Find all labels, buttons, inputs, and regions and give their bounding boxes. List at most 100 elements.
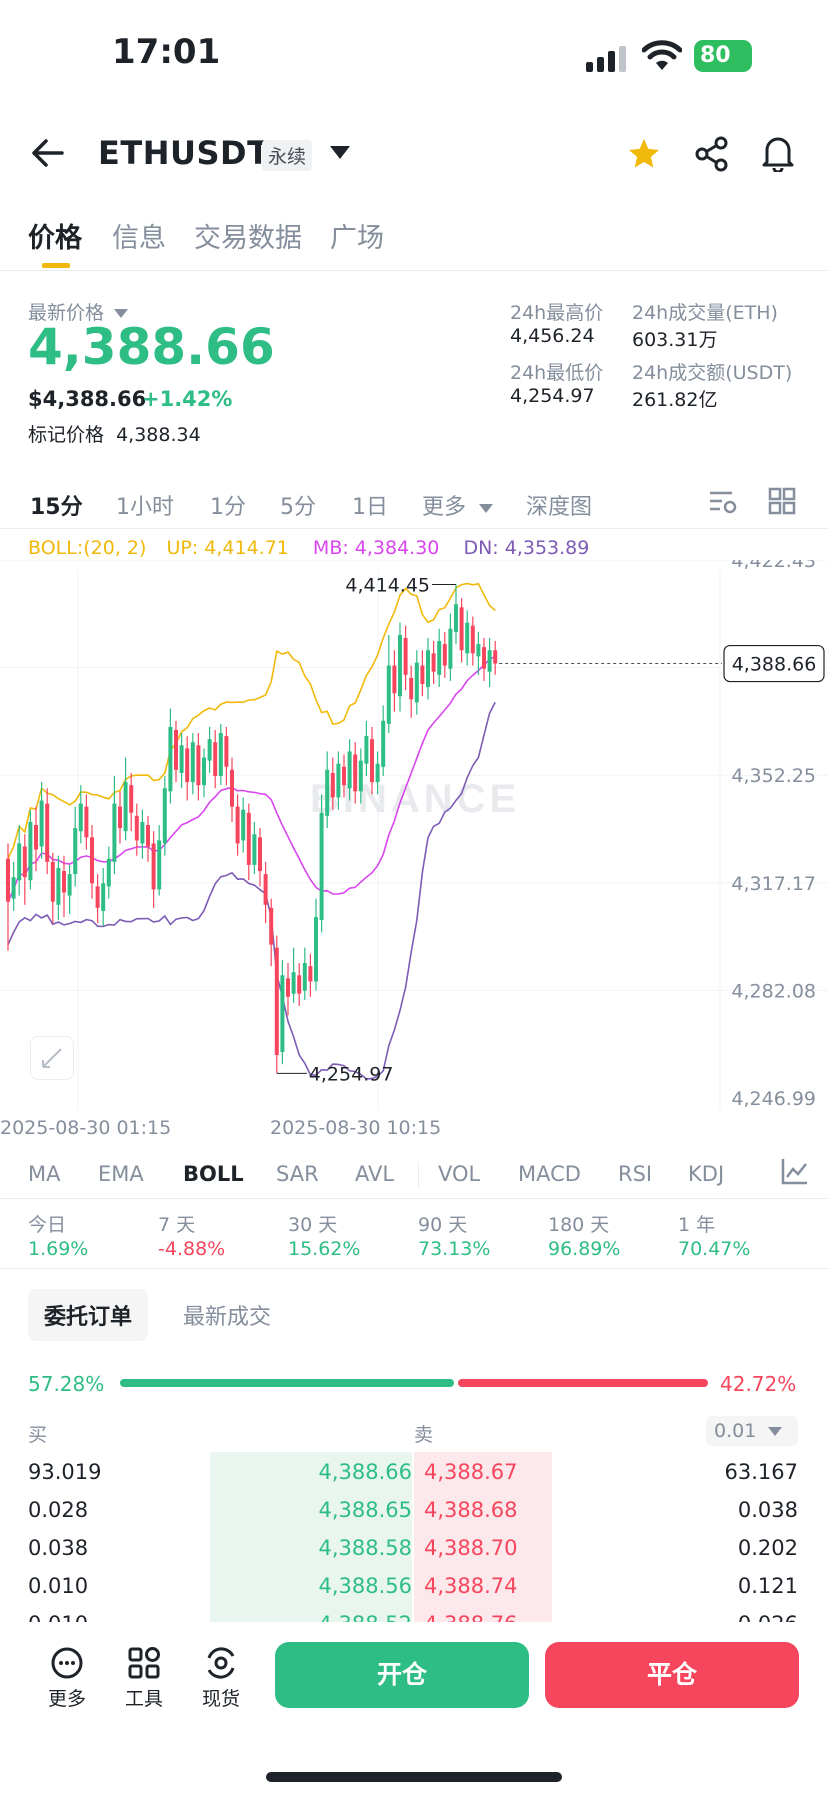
amount-value: 261.82亿 bbox=[632, 389, 718, 411]
candle-down bbox=[470, 625, 475, 654]
home-indicator bbox=[266, 1772, 562, 1782]
indicator-divider bbox=[0, 1198, 828, 1199]
more-icon[interactable] bbox=[50, 1646, 84, 1684]
candle-down bbox=[330, 772, 335, 798]
candle-up bbox=[465, 622, 470, 654]
ask-column-label: 卖 bbox=[414, 1424, 434, 1446]
timeframe-1h[interactable]: 1小时 bbox=[116, 495, 174, 520]
indicator-macd[interactable]: MACD bbox=[518, 1162, 581, 1186]
candle-down bbox=[50, 861, 55, 902]
tab-latest-trades[interactable]: 最新成交 bbox=[183, 1305, 272, 1330]
candle-up bbox=[190, 742, 195, 783]
ask-qty: 0.038 bbox=[737, 1498, 798, 1522]
ask-price[interactable]: 4,388.76 bbox=[424, 1612, 518, 1622]
low-label: 24h最低价 bbox=[510, 362, 604, 384]
depth-chart-tab[interactable]: 深度图 bbox=[526, 495, 593, 520]
timeframe-5m[interactable]: 5分 bbox=[280, 495, 316, 520]
indicator-ema[interactable]: EMA bbox=[98, 1162, 144, 1186]
candle-down bbox=[90, 837, 94, 884]
candle-up bbox=[487, 650, 492, 672]
tab-square[interactable]: 广场 bbox=[330, 223, 384, 254]
expand-chart-icon[interactable] bbox=[30, 1036, 74, 1080]
candle-down bbox=[230, 769, 234, 807]
candlestick-chart[interactable]: BINANCE 4,388.66 4,414.45 4,254.97 4,422.4… bbox=[0, 560, 828, 1140]
open-position-button[interactable]: 开仓 bbox=[275, 1642, 529, 1708]
candle-up bbox=[375, 763, 380, 783]
tab-order-book[interactable]: 委托订单 bbox=[28, 1289, 149, 1341]
sell-ratio-bar bbox=[458, 1379, 708, 1387]
indicator-kdj[interactable]: KDJ bbox=[688, 1162, 725, 1186]
spot-icon[interactable] bbox=[204, 1646, 238, 1684]
symbol-dropdown-icon[interactable] bbox=[330, 145, 350, 164]
indicator-boll[interactable]: BOLL bbox=[183, 1162, 244, 1186]
indicator-vol[interactable]: VOL bbox=[438, 1162, 481, 1186]
candle-down bbox=[342, 766, 346, 786]
more-label[interactable]: 更多 bbox=[47, 1688, 86, 1710]
ask-price[interactable]: 4,388.67 bbox=[424, 1460, 518, 1484]
y-tick-label: 4,317.17 bbox=[731, 873, 816, 895]
candle-down bbox=[235, 806, 240, 844]
candle-down bbox=[174, 729, 178, 770]
amount-label: 24h成交额(USDT) bbox=[632, 362, 793, 384]
candle-up bbox=[476, 644, 481, 657]
boll-middle-line bbox=[7, 655, 496, 903]
candle-up bbox=[280, 975, 285, 1052]
latest-price-label[interactable]: 最新价格 bbox=[28, 298, 129, 325]
bid-qty: 0.010 bbox=[28, 1574, 89, 1598]
perf-label-7d: 7 天 bbox=[158, 1214, 196, 1236]
share-icon[interactable] bbox=[694, 136, 730, 176]
indicator-rsi[interactable]: RSI bbox=[618, 1162, 653, 1186]
volume-value: 603.31万 bbox=[632, 329, 718, 351]
chart-watermark: BINANCE bbox=[310, 777, 520, 821]
candle-up bbox=[336, 763, 341, 798]
candle-down bbox=[62, 871, 66, 893]
indicator-ma[interactable]: MA bbox=[28, 1162, 61, 1186]
boll-lower-line bbox=[7, 701, 496, 1080]
x-tick-label: 2025-08-30 10:15 bbox=[270, 1117, 441, 1139]
bid-price[interactable]: 4,388.66 bbox=[318, 1460, 412, 1484]
candle-down bbox=[146, 825, 150, 847]
candle-down bbox=[420, 665, 425, 684]
star-icon[interactable] bbox=[626, 136, 662, 176]
back-icon[interactable] bbox=[30, 138, 64, 172]
chart-settings-icon[interactable] bbox=[708, 488, 738, 520]
close-position-button[interactable]: 平仓 bbox=[545, 1642, 799, 1708]
timeframe-1m[interactable]: 1分 bbox=[210, 495, 246, 520]
indicator-sar[interactable]: SAR bbox=[276, 1162, 319, 1186]
candle-up bbox=[106, 858, 111, 887]
mark-price-value: 4,388.34 bbox=[116, 424, 201, 446]
tab-trading-data[interactable]: 交易数据 bbox=[194, 223, 302, 254]
bid-qty: 0.038 bbox=[28, 1536, 89, 1560]
bid-price[interactable]: 4,388.52 bbox=[318, 1612, 412, 1622]
tab-info[interactable]: 信息 bbox=[112, 223, 166, 254]
last-price: 4,388.66 bbox=[28, 318, 275, 376]
candle-up bbox=[179, 745, 184, 773]
symbol-title[interactable]: ETHUSDT bbox=[98, 134, 270, 172]
bid-price[interactable]: 4,388.58 bbox=[318, 1536, 412, 1560]
bid-price[interactable]: 4,388.56 bbox=[318, 1574, 412, 1598]
indicator-settings-icon[interactable] bbox=[780, 1156, 810, 1190]
grid-layout-icon[interactable] bbox=[768, 487, 796, 519]
ask-price[interactable]: 4,388.74 bbox=[424, 1574, 518, 1598]
bell-icon[interactable] bbox=[760, 134, 796, 176]
candle-up bbox=[358, 760, 363, 792]
candle-up bbox=[140, 821, 145, 844]
indicator-avl[interactable]: AVL bbox=[355, 1162, 395, 1186]
tab-price[interactable]: 价格 bbox=[28, 223, 82, 254]
bid-price[interactable]: 4,388.65 bbox=[318, 1498, 412, 1522]
spot-label[interactable]: 现货 bbox=[201, 1688, 240, 1710]
tools-label[interactable]: 工具 bbox=[124, 1688, 163, 1710]
precision-select[interactable]: 0.01 bbox=[706, 1416, 798, 1446]
timeframe-more[interactable]: 更多 bbox=[422, 489, 494, 521]
ask-price[interactable]: 4,388.68 bbox=[424, 1498, 518, 1522]
perf-value-30d: 15.62% bbox=[288, 1238, 361, 1260]
tools-icon[interactable] bbox=[127, 1646, 161, 1684]
perf-value-today: 1.69% bbox=[28, 1238, 89, 1260]
low-marker-label: 4,254.97 bbox=[309, 1063, 394, 1085]
ask-price[interactable]: 4,388.70 bbox=[424, 1536, 518, 1560]
timeframe-15m[interactable]: 15分 bbox=[30, 495, 83, 520]
ask-qty: 63.167 bbox=[724, 1460, 798, 1484]
candle-up bbox=[112, 803, 117, 862]
timeframe-1d[interactable]: 1日 bbox=[352, 495, 388, 520]
current-price-box bbox=[723, 644, 825, 683]
